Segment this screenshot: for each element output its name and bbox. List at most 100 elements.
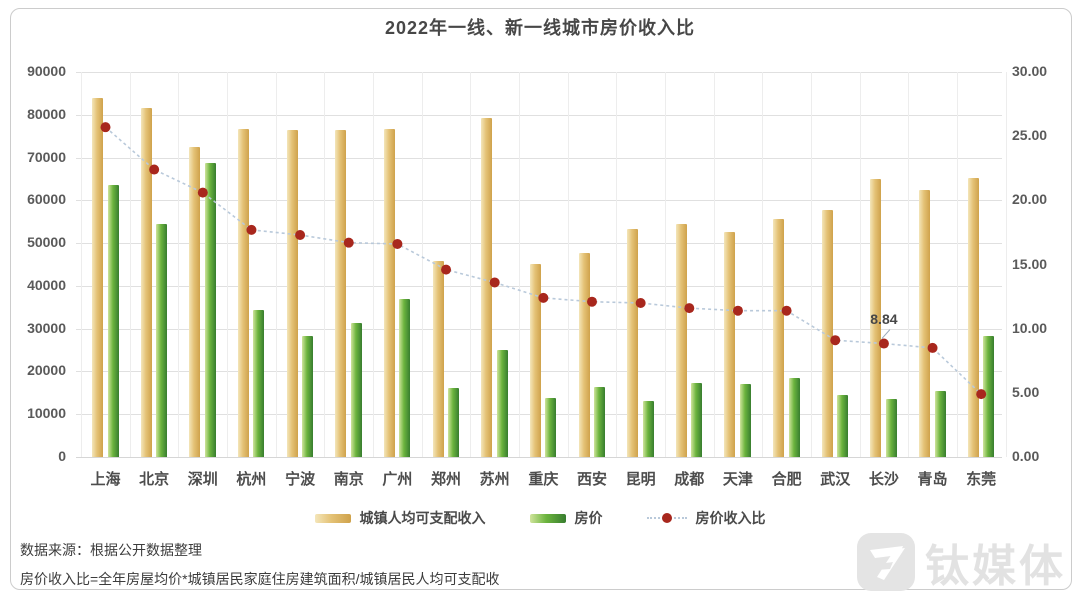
gridline-v xyxy=(567,72,569,457)
left-axis-tick: 90000 xyxy=(27,63,66,79)
bar-price xyxy=(496,350,508,457)
right-axis-tick: 5.00 xyxy=(1012,383,1040,400)
x-axis-label: 青岛 xyxy=(917,471,948,488)
gridline-v xyxy=(713,72,715,457)
gridline-v xyxy=(324,72,326,457)
bar-income xyxy=(821,209,833,457)
legend-bar-swatch xyxy=(529,513,566,523)
gridline-v xyxy=(956,72,958,457)
bar-price xyxy=(594,387,605,457)
bar-income xyxy=(724,232,736,457)
x-axis-label: 苏州 xyxy=(479,471,510,488)
bar-price xyxy=(934,390,946,457)
legend-item: 房价 xyxy=(529,508,603,528)
bar-price xyxy=(788,378,800,457)
bar-income xyxy=(286,129,298,457)
brand-watermark: 钛媒体 xyxy=(857,530,1066,594)
x-axis-label: 杭州 xyxy=(236,471,267,488)
bar-price xyxy=(983,335,995,457)
bar-income xyxy=(773,219,785,457)
left-axis-tick: 50000 xyxy=(27,234,66,251)
formula-note: 房价收入比=全年房屋均价*城镇居民家庭住房建筑面积/城镇居民人均可支配收 xyxy=(20,571,500,587)
gridline-v xyxy=(616,72,618,457)
gridline-v xyxy=(470,72,472,457)
left-axis-tick: 70000 xyxy=(27,148,66,165)
bar-price xyxy=(107,184,119,457)
bar-income xyxy=(529,263,541,457)
legend-item: 城镇人均可支配收入 xyxy=(314,508,486,528)
gridline-h xyxy=(76,457,1002,458)
bar-income xyxy=(481,117,493,457)
x-axis-label: 宁波 xyxy=(285,471,316,488)
x-axis-label: 东莞 xyxy=(966,471,997,488)
legend-label: 城镇人均可支配收入 xyxy=(359,510,486,526)
right-axis-tick: 0.00 xyxy=(1012,448,1040,464)
bar-price xyxy=(399,299,411,457)
x-axis-label: 北京 xyxy=(139,471,170,488)
source-note: 数据来源：根据公开数据整理 xyxy=(20,542,202,558)
left-axis-tick: 40000 xyxy=(27,276,66,293)
gridline-v xyxy=(421,72,423,457)
bar-price xyxy=(642,400,654,457)
bar-income xyxy=(335,130,347,457)
bar-income xyxy=(919,190,931,457)
left-axis-tick: 80000 xyxy=(27,105,66,122)
legend-label: 房价收入比 xyxy=(695,510,766,526)
gridline-v xyxy=(859,72,861,457)
gridline-h xyxy=(76,114,1002,116)
gridline-v xyxy=(908,72,910,457)
brand-logo-icon xyxy=(857,533,915,591)
bar-price xyxy=(204,163,216,457)
legend-bar-swatch xyxy=(314,513,351,523)
gridline-v xyxy=(129,72,131,457)
legend-item: 房价收入比 xyxy=(646,508,766,528)
bar-price xyxy=(156,224,168,457)
bar-income xyxy=(578,252,590,457)
bar-income xyxy=(675,223,687,457)
x-axis-label: 深圳 xyxy=(187,471,218,488)
gridline-v xyxy=(1005,72,1007,457)
bar-price xyxy=(253,309,265,457)
legend-label: 房价 xyxy=(574,510,603,526)
x-axis-label: 西安 xyxy=(576,471,607,488)
bar-price xyxy=(448,388,460,457)
bar-price xyxy=(350,323,362,457)
gridline-h xyxy=(76,72,1002,73)
left-axis-tick: 20000 xyxy=(27,362,66,379)
left-axis-tick: 10000 xyxy=(27,405,66,422)
bar-price xyxy=(302,335,314,457)
x-axis-label: 成都 xyxy=(674,471,705,488)
right-axis-tick: 25.00 xyxy=(1012,127,1048,144)
bar-income xyxy=(140,108,152,457)
gridline-h xyxy=(76,157,1002,159)
right-axis-tick: 10.00 xyxy=(1012,319,1048,336)
bar-price xyxy=(545,397,557,457)
brand-logo-text: 钛媒体 xyxy=(925,542,1066,591)
bar-income xyxy=(627,228,639,457)
x-axis-label: 重庆 xyxy=(528,471,559,488)
right-axis-tick: 15.00 xyxy=(1012,255,1048,272)
gridline-v xyxy=(275,72,277,457)
bar-income xyxy=(432,261,444,457)
gridline-v xyxy=(81,72,83,457)
bar-income xyxy=(383,129,395,457)
gridline-v xyxy=(519,72,521,457)
x-axis-label: 长沙 xyxy=(868,471,899,488)
x-axis-label: 广州 xyxy=(382,471,413,488)
left-axis-tick: 60000 xyxy=(27,191,66,208)
bar-income xyxy=(189,147,201,457)
legend-line-swatch xyxy=(646,512,687,524)
annotation-value: 8.84 xyxy=(870,310,898,327)
x-axis-label: 天津 xyxy=(722,471,753,488)
footer-notes: 数据来源：根据公开数据整理 房价收入比=全年房屋均价*城镇居民家庭住房建筑面积/… xyxy=(20,540,500,598)
gridline-v xyxy=(178,72,180,457)
chart-title: 2022年一线、新一线城市房价收入比 xyxy=(384,18,696,38)
bar-income xyxy=(237,128,249,457)
x-axis-label: 昆明 xyxy=(625,471,656,488)
x-axis-label: 合肥 xyxy=(771,471,802,488)
gridline-v xyxy=(810,72,812,457)
gridline-v xyxy=(762,72,764,457)
bar-income xyxy=(92,97,103,457)
gridline-v xyxy=(227,72,229,457)
